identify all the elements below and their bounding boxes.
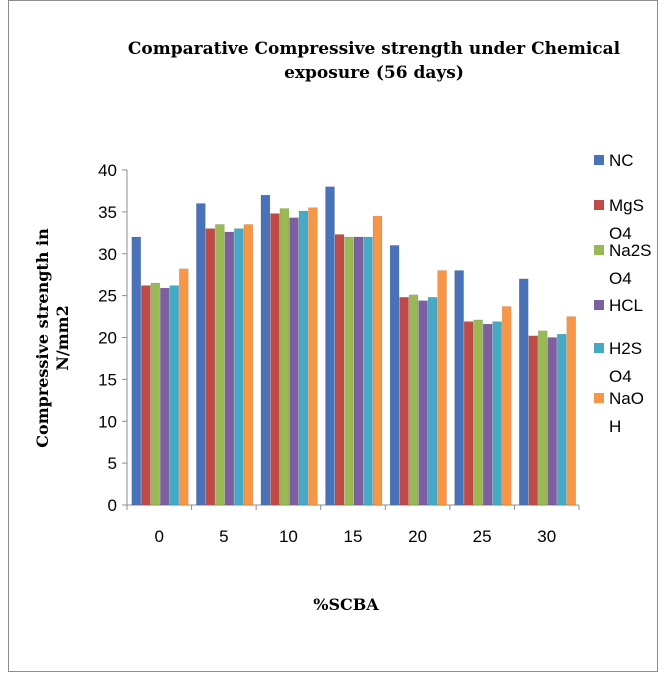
legend-swatch — [594, 245, 604, 255]
bar — [205, 228, 216, 506]
bar — [131, 236, 142, 506]
bar — [372, 215, 383, 506]
x-tick-label: 25 — [473, 527, 492, 546]
plot-area: 0 5 10 15 20 25 30 35 40 0 5 10 15 20 25 30 — [98, 161, 580, 546]
bar — [353, 236, 364, 506]
y-tick-label: 15 — [98, 370, 117, 389]
x-tick-label: 30 — [537, 527, 556, 546]
bar — [289, 217, 299, 506]
legend-swatch — [594, 343, 604, 353]
bar — [463, 321, 474, 506]
legend-label: HCL — [609, 296, 643, 315]
bar — [427, 297, 438, 506]
bar — [243, 224, 254, 506]
bar — [325, 186, 335, 506]
bar — [298, 210, 309, 506]
bar — [234, 228, 244, 506]
bar — [334, 234, 345, 506]
bar — [492, 321, 502, 506]
x-tick-label: 20 — [408, 527, 427, 546]
legend-label: H2S — [609, 339, 642, 358]
bar — [473, 319, 483, 506]
chart-frame: Comparative Compressive strength under C… — [8, 0, 658, 672]
x-tick-label: 15 — [344, 527, 363, 546]
legend-label: MgS — [609, 196, 644, 215]
bar — [196, 203, 206, 506]
y-tick-label: 30 — [98, 245, 117, 264]
bar — [150, 282, 161, 506]
chart-area: Comparative Compressive strength under C… — [33, 39, 652, 614]
y-axis-title-line-2: N/mm2 — [53, 305, 72, 370]
legend-swatch — [594, 200, 604, 210]
bar — [215, 224, 225, 506]
x-axis-title: %SCBA — [313, 595, 379, 614]
bar — [408, 294, 419, 506]
bar — [518, 278, 529, 506]
x-tick-label: 0 — [155, 527, 164, 546]
bar — [482, 323, 493, 506]
y-axis-title-line-1: Compressive strength in — [33, 228, 52, 448]
bar — [566, 316, 576, 506]
y-tick-label: 5 — [108, 454, 117, 473]
legend-swatch — [594, 300, 604, 310]
bar — [160, 287, 170, 506]
legend-label: H — [609, 417, 621, 436]
legend-label: NC — [609, 151, 634, 170]
bar — [308, 207, 318, 506]
y-tick-label: 10 — [98, 412, 117, 431]
bar — [179, 268, 189, 506]
x-tick-label: 10 — [279, 527, 298, 546]
bar — [547, 337, 557, 506]
y-tick-label: 40 — [98, 161, 117, 180]
legend-swatch — [594, 155, 604, 165]
bar — [270, 213, 280, 506]
bar — [556, 333, 567, 506]
bar — [169, 285, 180, 506]
bar — [363, 236, 373, 506]
legend-label: Na2S — [609, 241, 652, 260]
bar — [501, 306, 512, 506]
y-tick-label: 20 — [98, 329, 117, 348]
bar — [141, 285, 151, 506]
legend-label: O4 — [609, 367, 632, 386]
bar — [224, 231, 235, 506]
y-tick-label: 25 — [98, 287, 117, 306]
chart-title-line-1: Comparative Compressive strength under C… — [128, 39, 621, 59]
y-tick-label: 0 — [108, 496, 117, 515]
bar — [418, 300, 428, 506]
x-tick-label: 5 — [219, 527, 228, 546]
bar — [454, 270, 464, 506]
bar — [279, 208, 290, 506]
bar — [528, 335, 538, 506]
legend-label: NaO — [609, 389, 644, 408]
bar — [260, 194, 271, 506]
bar — [344, 236, 354, 506]
chart-title-line-2: exposure (56 days) — [284, 63, 464, 83]
legend-label: O4 — [609, 269, 632, 288]
legend-label: O4 — [609, 224, 632, 243]
legend-swatch — [594, 393, 604, 403]
bar — [437, 270, 447, 506]
y-axis-title: Compressive strength in N/mm2 — [33, 228, 72, 448]
bar — [389, 245, 400, 506]
bar — [399, 297, 409, 506]
y-tick-label: 35 — [98, 203, 117, 222]
bar — [537, 330, 548, 506]
